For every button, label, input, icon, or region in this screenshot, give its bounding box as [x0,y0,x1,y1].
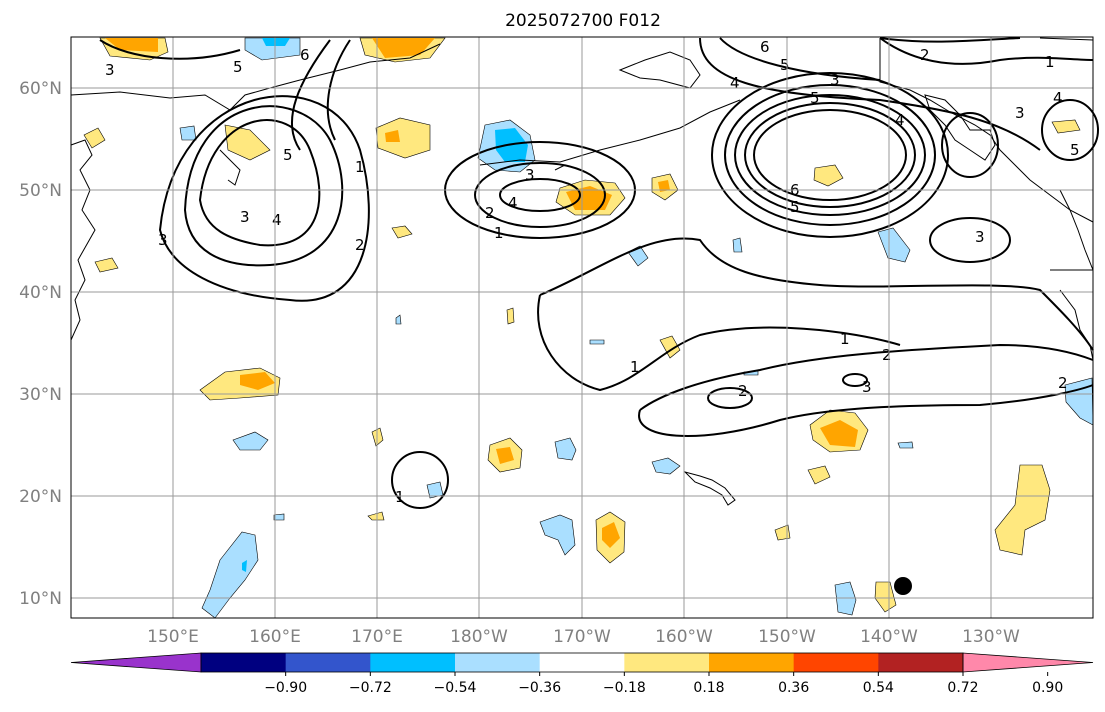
contour-label-3h: 3 [862,378,872,396]
lon-label-170e: 170°E [351,627,403,647]
colorbar-tick-label: −0.90 [264,680,307,696]
colorbar-segment [539,653,625,672]
colorbar-extend-low [70,652,202,673]
contour-label-2: 2 [355,236,365,254]
contour-label-5b: 5 [283,146,293,164]
contour-label-1f: 1 [395,488,405,506]
contour-label-2b: 2 [485,204,495,222]
colorbar-segment [709,653,795,672]
contour-label-3: 3 [105,61,115,79]
map-frame [70,36,1094,619]
contour-label-5d: 5 [810,89,820,107]
colorbar [70,652,1094,673]
lat-label-20n: 20°N [19,487,62,507]
gridlines [71,37,1093,618]
map-panel: 3 5 6 5 1 2 3 4 3 3 4 2 1 6 5 4 3 5 4 6 … [70,36,1099,619]
lon-label-170w: 170°W [553,627,611,647]
lat-label-10n: 10°N [19,589,62,609]
contour-label-6b: 6 [760,38,770,56]
contour-label-3f: 3 [1015,104,1025,122]
contour-label-5f: 5 [1070,141,1080,159]
colorbar-tick-label: 0.54 [863,680,894,696]
colorbar-segment [285,653,371,672]
colorbar-tick-label: −0.18 [603,680,646,696]
contour-label-1b: 1 [494,224,504,242]
colorbar-extend-high [962,652,1094,673]
contour-label-6: 6 [300,46,310,64]
contour-label-3g: 3 [975,228,985,246]
colorbar-segment [624,653,710,672]
colorbar-tick-label: −0.54 [434,680,477,696]
contour-label-5e: 5 [790,198,800,216]
colorbar-segment [201,653,287,672]
lon-label-130w: 130°W [962,627,1020,647]
contour-label-2f: 2 [1058,374,1068,392]
colorbar-frame [200,652,964,673]
contour-label-2c: 2 [920,46,930,64]
colorbar-tick-label: 0.36 [778,680,809,696]
contour-label-4c: 4 [730,74,740,92]
lat-label-60n: 60°N [19,79,62,99]
lon-label-150e: 150°E [147,627,199,647]
contour-label-1d: 1 [840,330,850,348]
contour-label-3e: 3 [830,71,840,89]
colorbar-tick-label: 0.72 [947,680,978,696]
colorbar-tick-label: 0.90 [1032,680,1063,696]
lon-label-140w: 140°W [860,627,918,647]
storm-position-dot [894,577,912,595]
contour-label-4: 4 [272,211,282,229]
lon-label-160w: 160°W [655,627,713,647]
contour-label-4d: 4 [895,111,905,129]
lat-label-40n: 40°N [19,283,62,303]
contour-label-1c: 1 [1045,53,1055,71]
contour-label-4b: 4 [508,194,518,212]
colorbar-tick-label: 0.18 [693,680,724,696]
colorbar-tick-label: −0.72 [349,680,392,696]
lat-label-30n: 30°N [19,385,62,405]
contour-label-3b: 3 [240,208,250,226]
shaded-field [83,37,1094,619]
contour-labels: 3 5 6 5 1 2 3 4 3 3 4 2 1 6 5 4 3 5 4 6 … [105,38,1080,506]
lat-labels: 60°N 50°N 40°N 30°N 20°N 10°N [19,79,62,609]
colorbar-tick-label: −0.36 [518,680,561,696]
contour-label-5c: 5 [780,56,790,74]
contour-label-1: 1 [355,158,365,176]
lon-label-180w: 180°W [450,627,508,647]
lon-label-160e: 160°E [249,627,301,647]
contour-label-4e: 4 [1053,89,1063,107]
colorbar-ticks: −0.90 −0.72 −0.54 −0.36 −0.18 0.18 0.36 0.54 0.7… [264,672,1063,696]
colorbar-segment [793,653,879,672]
contour-label-2e: 2 [738,382,748,400]
lon-labels: 150°E 160°E 170°E 180°W 170°W 160°W 150°… [147,627,1020,647]
lat-label-50n: 50°N [19,181,62,201]
map-title: 2025072700 F012 [505,11,661,31]
colorbar-segment [455,653,541,672]
colorbar-segment [878,653,964,672]
lon-label-150w: 150°W [758,627,816,647]
colorbar-segment [370,653,456,672]
contour-label-2d: 2 [882,346,892,364]
contour-label-3d: 3 [525,166,535,184]
contour-label-5: 5 [233,58,243,76]
contour-label-1e: 1 [630,358,640,376]
contour-label-3c: 3 [158,231,168,249]
